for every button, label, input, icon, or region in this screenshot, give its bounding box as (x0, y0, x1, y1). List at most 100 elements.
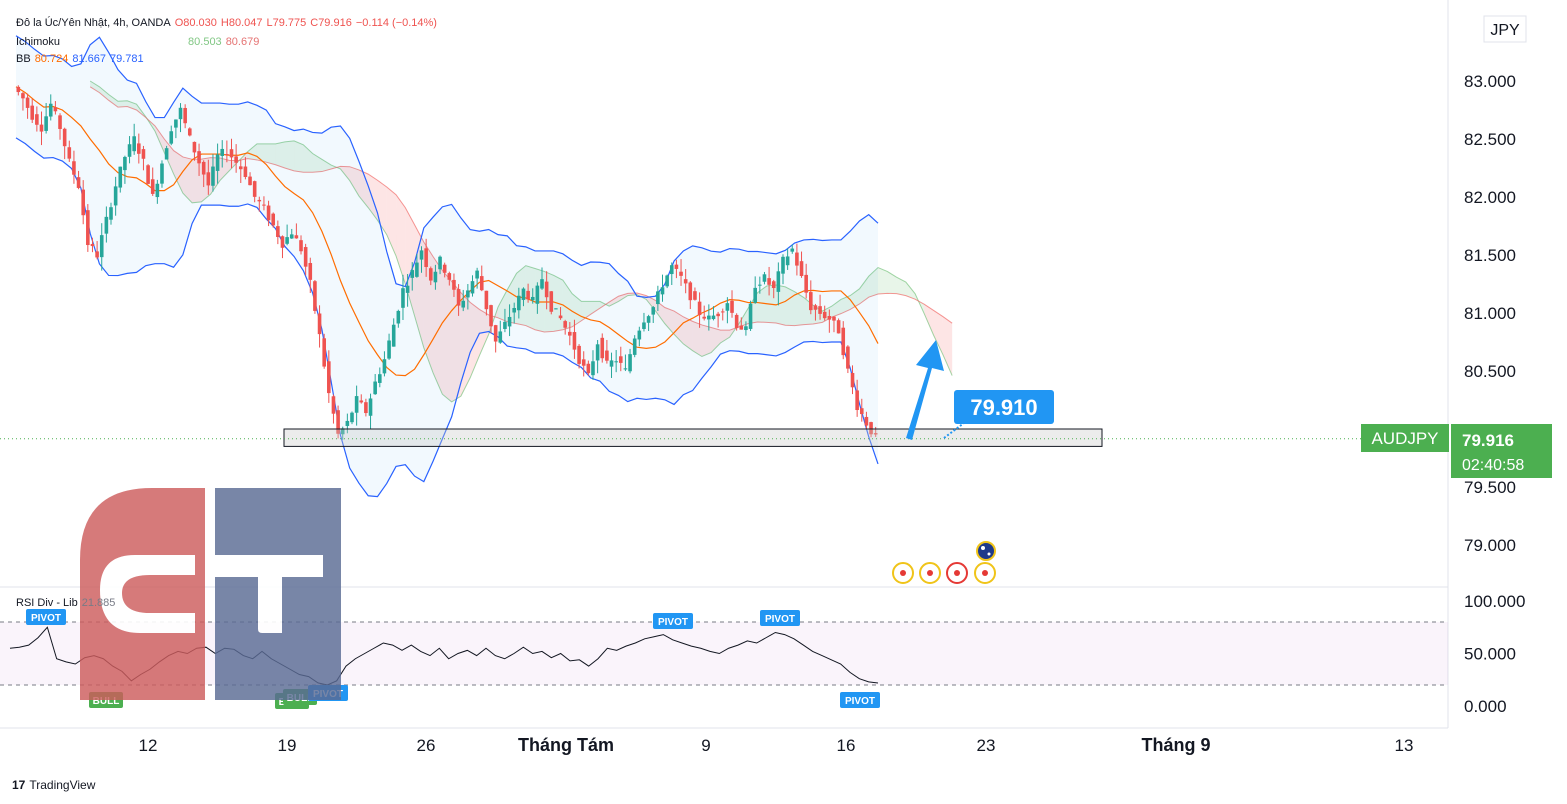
price-tick-label: 80.500 (1464, 362, 1516, 381)
candle-body (433, 271, 438, 283)
marker-bg (760, 610, 800, 626)
time-tick-label: 19 (278, 736, 297, 755)
candle-body (313, 281, 317, 311)
candle-body (303, 247, 308, 267)
candle-body (864, 416, 869, 426)
candle-body (187, 128, 192, 136)
bb-value-2: 81.667 (72, 53, 106, 65)
candle-body (132, 136, 136, 152)
cloud-segment (692, 321, 702, 357)
candle-body (614, 361, 618, 363)
candle-body (350, 412, 354, 423)
candle-body (276, 226, 280, 238)
cloud-segment (933, 310, 943, 355)
annotation-price-text: 79.910 (970, 395, 1037, 420)
price-tick-label: 79.000 (1464, 536, 1516, 555)
cloud-segment (266, 143, 276, 165)
candle-body (428, 268, 433, 281)
candle-body (762, 274, 767, 282)
candle-body (776, 271, 781, 292)
cloud-segment (256, 143, 267, 163)
marker-bg (653, 613, 693, 629)
candle-body (526, 290, 530, 300)
cloud-segment (562, 280, 573, 330)
candle-body (809, 292, 813, 311)
candle-body (827, 316, 832, 320)
candle-body (697, 301, 702, 316)
last-price-tag[interactable]: 79.916 02:40:58 (1451, 424, 1552, 478)
candle-body (577, 345, 581, 364)
ohlc-change: −0.114 (−0.14%) (355, 17, 437, 29)
cloud-segment (173, 150, 183, 194)
candle-body (637, 330, 642, 340)
support-zone (283, 428, 1103, 447)
cloud-segment (581, 301, 591, 321)
candle-body (586, 363, 591, 374)
rsi-legend[interactable]: RSI Div - Lib 21.885 (16, 597, 119, 609)
candle-body (299, 240, 303, 252)
candle-body (76, 177, 81, 188)
candle-body (804, 274, 808, 293)
pivot-marker: PIVOT (26, 609, 66, 625)
annotation-price-label[interactable]: 79.910 (954, 390, 1054, 424)
currency-badge[interactable]: JPY (1483, 15, 1527, 43)
marker-label: PIVOT (845, 696, 875, 707)
candle-body (192, 141, 197, 153)
candle-body (90, 243, 95, 247)
candle-body (568, 331, 572, 336)
candle-body (104, 216, 109, 234)
cloud-segment (90, 81, 100, 93)
event-icon[interactable] (946, 562, 968, 584)
pivot-marker: PIVOT (760, 610, 800, 626)
candle-body (771, 281, 776, 289)
candle-body (484, 290, 489, 310)
branding-text: TradingView (29, 778, 96, 792)
marker-label: PIVOT (658, 617, 688, 628)
candle-body (243, 166, 248, 178)
pivot-marker: PIVOT (840, 692, 880, 708)
bb-value-1: 80.724 (34, 53, 69, 65)
candle-body (62, 128, 67, 147)
australia-flag-icon[interactable] (976, 541, 996, 561)
bb-lower-line (15, 137, 879, 498)
candle-body (67, 147, 72, 159)
symbol-name: Đô la Úc/Yên Nhật, 4h, OANDA (16, 17, 171, 29)
candle-body (452, 279, 456, 290)
candle-body (336, 410, 340, 434)
time-tick-label: 12 (139, 736, 158, 755)
tradingview-logo[interactable]: 17 TradingView (12, 778, 96, 792)
candle-body (16, 86, 21, 93)
candle-body (123, 156, 127, 171)
event-icon[interactable] (892, 562, 914, 584)
candle-body (540, 279, 544, 289)
candle-body (359, 400, 364, 403)
ichimoku-value-2: 80.679 (225, 36, 260, 48)
candle-body (382, 359, 387, 374)
ichimoku-legend[interactable]: Ichimoku 80.503 80.679 (16, 36, 263, 48)
cloud-segment (368, 174, 378, 221)
candle-body (855, 390, 859, 411)
candle-body (535, 285, 540, 304)
candle-body (688, 282, 693, 301)
ticker-tag[interactable]: AUDJPY (1361, 424, 1449, 452)
candle-body (345, 420, 350, 426)
watermark-logo (80, 488, 341, 700)
candle-body (669, 265, 674, 275)
time-tick-label: 9 (701, 736, 710, 755)
candle-body (832, 316, 836, 321)
cloud-segment (794, 291, 804, 326)
candle-body (558, 315, 563, 319)
candle-body (503, 321, 507, 329)
rsi-tick-label: 50.000 (1464, 645, 1516, 664)
candle-body (489, 305, 493, 327)
rsi-tick-label: 100.000 (1464, 592, 1525, 611)
event-icon[interactable] (919, 562, 941, 584)
candle-body (109, 207, 113, 220)
event-icon[interactable] (974, 562, 996, 584)
event-markers[interactable] (892, 541, 996, 584)
candle-body (683, 279, 688, 284)
symbol-legend[interactable]: Đô la Úc/Yên Nhật, 4h, OANDA O80.030 H80.0… (16, 17, 441, 29)
candle-body (99, 235, 104, 258)
bb-legend[interactable]: BB 80.724 81.667 79.781 (16, 53, 148, 65)
